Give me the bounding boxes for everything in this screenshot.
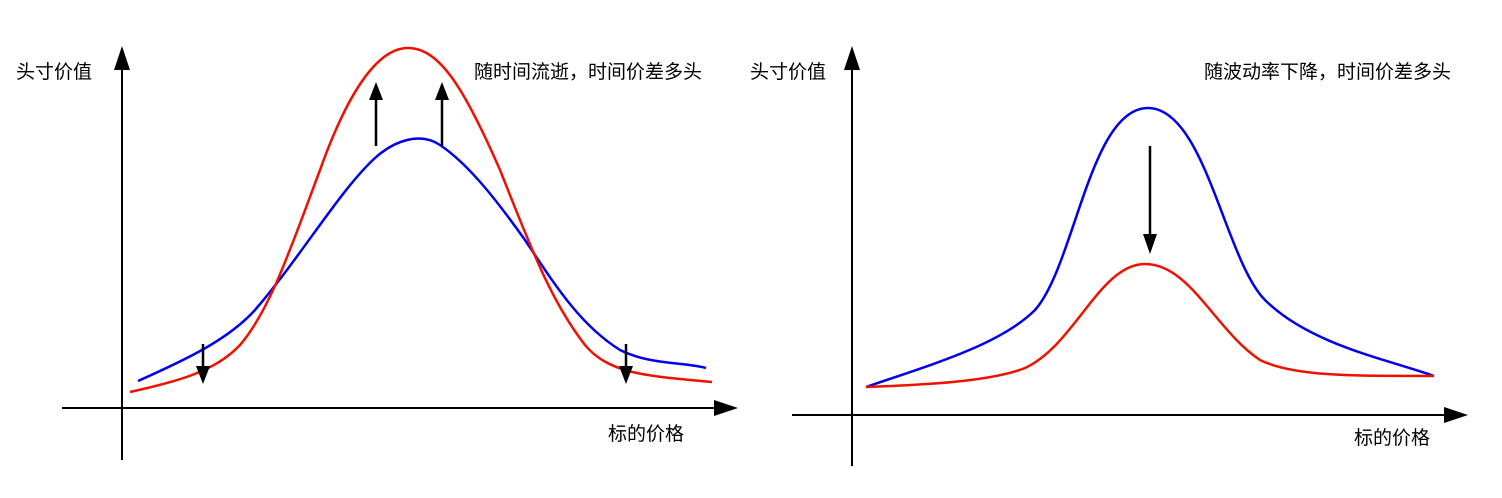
left-x-axis-arrowhead: [714, 400, 738, 416]
right-panel: 头寸价值 标的价格 随波动率下降，时间价差多头: [750, 46, 1468, 466]
right-red-curve: [865, 262, 1435, 389]
left-note: 随时间流逝，时间价差多头: [474, 61, 702, 83]
right-blue-curve: [865, 106, 1435, 389]
right-y-axis-arrowhead: [844, 46, 860, 70]
left-y-axis-label: 头寸价值: [16, 61, 92, 83]
right-arrow-down-head: [1143, 234, 1157, 254]
right-y-axis-label: 头寸价值: [750, 61, 826, 83]
right-x-axis-arrowhead: [1444, 407, 1468, 423]
left-blue-curve: [137, 137, 707, 383]
left-x-axis-label: 标的价格: [608, 423, 684, 445]
left-arrow-up-2-head: [435, 82, 449, 100]
right-x-axis-label: 标的价格: [1354, 427, 1430, 449]
left-arrow-up-1-head: [369, 82, 383, 100]
left-red-curve: [129, 46, 713, 394]
right-note: 随波动率下降，时间价差多头: [1204, 61, 1451, 83]
left-panel: 头寸价值 标的价格 随时间流逝，时间价差多头: [16, 46, 738, 460]
left-arrow-down-1-head: [196, 366, 210, 384]
left-arrow-down-2-head: [619, 366, 633, 384]
left-y-axis-arrowhead: [114, 46, 130, 70]
